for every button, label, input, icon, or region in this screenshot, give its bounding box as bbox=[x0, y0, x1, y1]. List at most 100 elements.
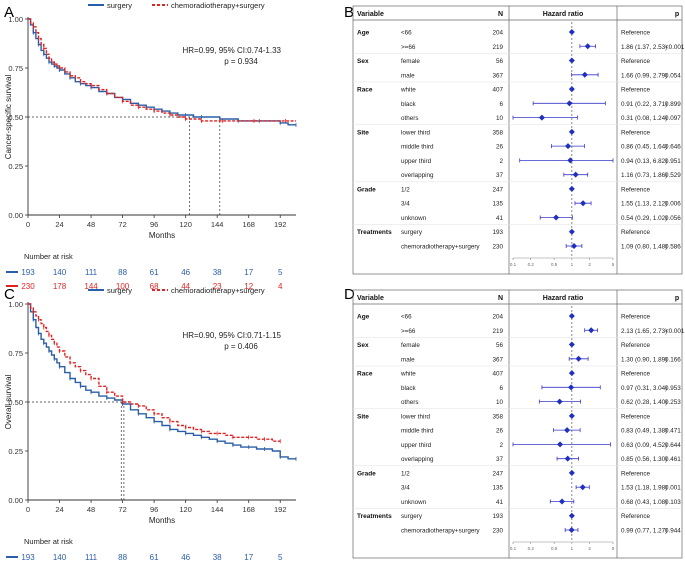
hr-ci-text: 0.97 (0.31, 3.04) bbox=[621, 385, 667, 392]
n-value: 2 bbox=[499, 442, 503, 449]
risk-table-cell: 12 bbox=[244, 282, 253, 291]
y-tick-label: 0.25 bbox=[8, 162, 23, 171]
level-label: others bbox=[401, 399, 419, 406]
hr-ci-text: Reference bbox=[621, 342, 651, 349]
level-label: white bbox=[400, 371, 416, 378]
hr-ci-text: 0.63 (0.09, 4.52) bbox=[621, 442, 667, 449]
risk-table-cell: 193 bbox=[21, 553, 35, 562]
hr-axis-tick-label: 0.1 bbox=[510, 262, 517, 267]
p-annotation: p = 0.934 bbox=[224, 57, 258, 66]
p-value: 0.529 bbox=[665, 172, 681, 179]
hr-ci-text: 0.83 (0.49, 1.38) bbox=[621, 428, 667, 435]
level-label: upper third bbox=[401, 158, 432, 165]
x-tick-label: 0 bbox=[26, 505, 30, 514]
x-tick-label: 48 bbox=[87, 505, 95, 514]
hr-ci-text: 1.55 (1.13, 2.12) bbox=[621, 201, 667, 208]
risk-table-cell: 111 bbox=[85, 553, 98, 562]
panel-letter-a: A bbox=[4, 4, 14, 21]
risk-table-title: Number at risk bbox=[24, 252, 73, 261]
p-value: 0.471 bbox=[665, 428, 681, 435]
legend-label-crt-surgery: chemoradiotherapy+surgery bbox=[171, 286, 265, 295]
hr-ci-text: 1.30 (0.90, 1.89) bbox=[621, 356, 667, 363]
hr-ci-text: Reference bbox=[621, 30, 651, 37]
hr-axis-tick-label: 0.5 bbox=[551, 546, 558, 551]
level-label: surgery bbox=[401, 229, 423, 236]
n-value: 37 bbox=[496, 172, 504, 179]
p-value: <0.001 bbox=[665, 44, 685, 51]
series-line-crt-surgery bbox=[28, 18, 296, 122]
risk-table-cell: 23 bbox=[213, 282, 222, 291]
hr-axis-tick-label: 1 bbox=[571, 262, 574, 267]
hr-ci-text: Reference bbox=[621, 129, 651, 136]
y-tick-label: 0.50 bbox=[8, 398, 23, 407]
hr-point bbox=[575, 355, 582, 362]
hr-ci-text: 0.91 (0.22, 3.71) bbox=[621, 101, 667, 108]
hr-point bbox=[568, 57, 575, 64]
p-value: 0.103 bbox=[665, 499, 681, 506]
forest-frame bbox=[352, 5, 683, 275]
hr-point bbox=[588, 327, 595, 334]
n-value: 37 bbox=[496, 456, 504, 463]
level-label: surgery bbox=[401, 513, 423, 520]
header-p: p bbox=[675, 11, 679, 18]
risk-table-cell: 140 bbox=[53, 268, 67, 277]
x-tick-label: 192 bbox=[274, 505, 287, 514]
hr-ci-text: Reference bbox=[621, 229, 651, 236]
y-tick-label: 0.25 bbox=[8, 447, 23, 456]
hr-point bbox=[568, 29, 575, 35]
p-value: 0.644 bbox=[665, 442, 681, 449]
p-value: 0.951 bbox=[665, 158, 681, 165]
level-label: lower third bbox=[401, 129, 431, 136]
level-label: upper third bbox=[401, 442, 432, 449]
risk-table-cell: 88 bbox=[118, 553, 127, 562]
risk-table-cell: 17 bbox=[244, 553, 253, 562]
n-value: 219 bbox=[492, 44, 503, 51]
hr-ci-text: 0.99 (0.77, 1.27) bbox=[621, 528, 667, 535]
level-label: >=66 bbox=[401, 44, 416, 51]
level-label: female bbox=[401, 58, 420, 65]
x-tick-label: 48 bbox=[87, 220, 95, 229]
hr-axis-tick-label: 0.2 bbox=[528, 262, 535, 267]
header-hazard-ratio: Hazard ratio bbox=[543, 295, 583, 302]
variable-group-label: Sex bbox=[357, 342, 369, 349]
legend-label-surgery: surgery bbox=[107, 286, 132, 295]
n-value: 6 bbox=[499, 101, 503, 108]
forest-frame bbox=[352, 289, 683, 559]
hr-axis-tick-label: 2 bbox=[588, 546, 591, 551]
y-axis-title: Overall survival bbox=[4, 374, 13, 429]
risk-table-cell: 68 bbox=[150, 282, 159, 291]
variable-group-label: Grade bbox=[357, 186, 376, 193]
level-label: middle third bbox=[401, 428, 434, 435]
hr-point bbox=[556, 398, 563, 405]
hr-axis-tick-label: 5 bbox=[612, 546, 615, 551]
hr-ci-text: 1.09 (0.80, 1.48) bbox=[621, 244, 667, 251]
p-annotation: p = 0.406 bbox=[224, 342, 258, 351]
hr-axis-tick-label: 5 bbox=[612, 262, 615, 267]
risk-table-cell: 100 bbox=[116, 282, 130, 291]
series-line-surgery bbox=[28, 18, 296, 126]
hr-annotation: HR=0.99, 95% CI:0.74-1.33 bbox=[182, 46, 281, 55]
forest-panel-d: Variable N Hazard ratio p Age <66 204 Reference… bbox=[352, 289, 685, 559]
level-label: overlapping bbox=[401, 172, 434, 179]
level-label: lower third bbox=[401, 413, 431, 420]
risk-table-cell: 230 bbox=[21, 282, 35, 291]
hr-ci-text: 0.68 (0.43, 1.08) bbox=[621, 499, 667, 506]
panel-letter-d: D bbox=[344, 286, 355, 303]
hr-point bbox=[568, 412, 575, 419]
hr-axis-tick-label: 1 bbox=[571, 546, 574, 551]
risk-table-cell: 61 bbox=[150, 268, 159, 277]
hr-point bbox=[568, 469, 575, 476]
n-value: 247 bbox=[492, 470, 503, 477]
p-value: 0.253 bbox=[665, 399, 681, 406]
level-label: female bbox=[401, 342, 420, 349]
x-tick-label: 96 bbox=[150, 220, 158, 229]
variable-group-label: Site bbox=[357, 413, 369, 420]
x-tick-label: 168 bbox=[242, 220, 255, 229]
variable-group-label: Treatments bbox=[357, 513, 392, 520]
hr-point bbox=[580, 200, 587, 207]
n-value: 407 bbox=[492, 87, 503, 94]
panel-letter-c: C bbox=[4, 286, 15, 303]
hr-annotation: HR=0.90, 95% CI:0.71-1.15 bbox=[182, 331, 281, 340]
y-tick-label: 0.75 bbox=[8, 349, 23, 358]
